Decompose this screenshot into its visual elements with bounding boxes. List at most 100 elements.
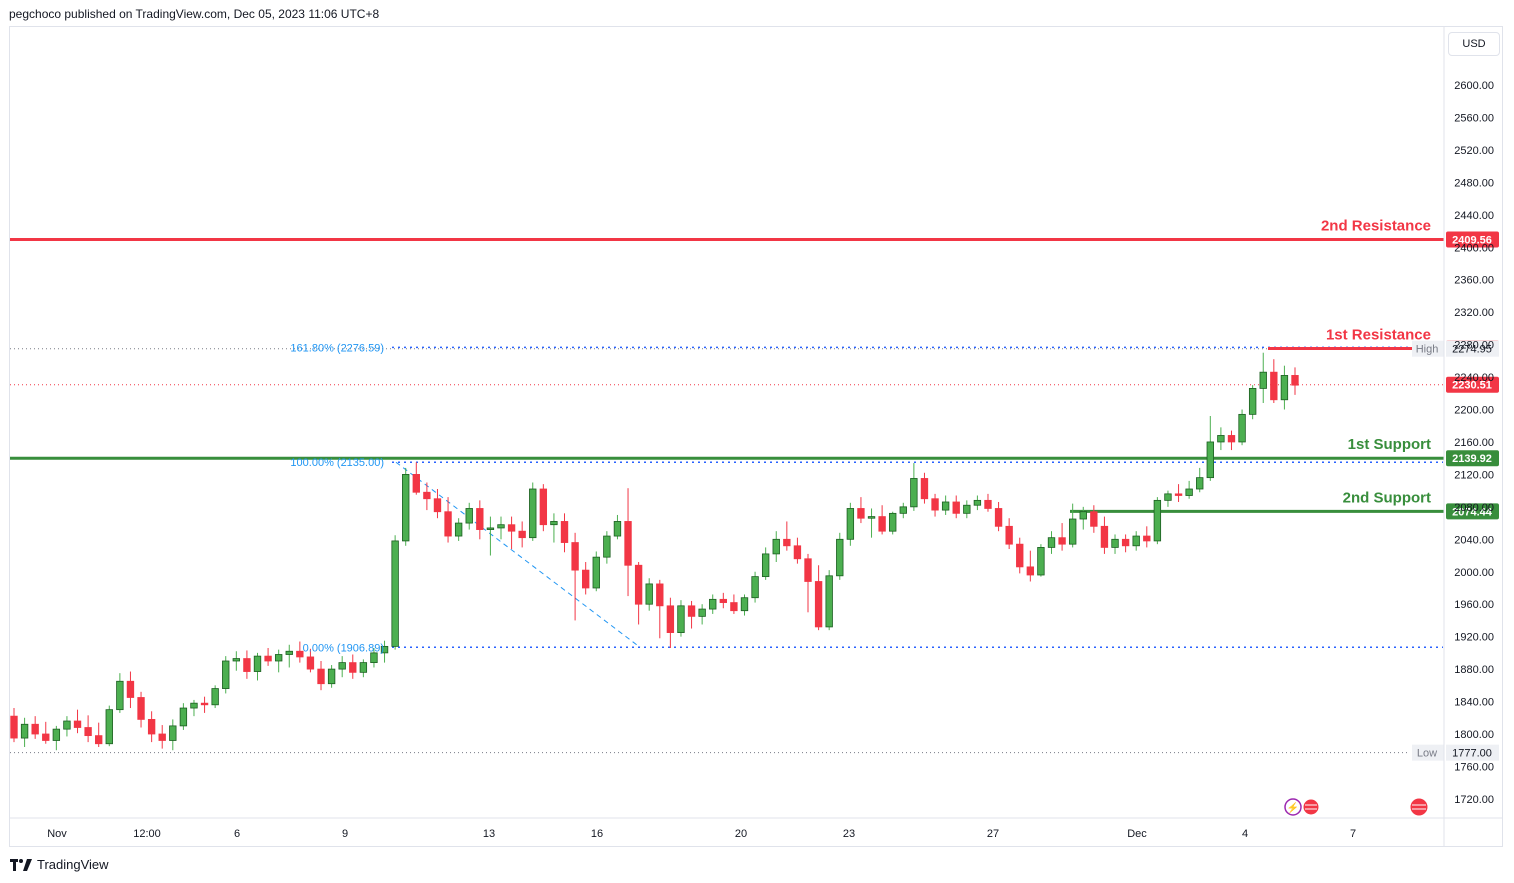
candle-body [190,702,198,709]
candle-body [709,598,717,610]
candle-body [624,521,632,566]
candle-body [963,504,971,514]
level-price-text: 2139.92 [1452,453,1492,465]
candle-body [761,553,770,578]
y-tick-label: 2080.00 [1454,502,1494,514]
candle-body [338,662,346,670]
x-tick-label: 9 [342,828,348,840]
candle-body [84,727,92,737]
candle-body [1238,413,1246,443]
level-label: 1st Resistance [1326,327,1431,344]
x-tick-label: 23 [843,828,855,840]
level-price-text: 2074.44 [1452,506,1493,518]
candles-layer [10,352,1299,751]
level-price-tag [1446,450,1499,467]
candle-body [529,488,537,539]
candle-body [836,538,844,577]
level-label: 1st Support [1348,436,1431,453]
y-tick-label: 2400.00 [1454,242,1494,254]
candle-body [73,720,82,728]
candle-body [910,478,918,508]
candle-body [370,652,378,664]
candle-body [391,540,399,647]
candle-body [941,501,950,511]
low-price-tag [1446,744,1499,761]
candle-body [973,499,982,506]
level-price-tag [1446,503,1499,520]
y-tick-label: 1720.00 [1454,794,1494,806]
x-tick-label: 4 [1242,828,1248,840]
tradingview-logo-icon [10,858,32,871]
candle-body [10,715,18,739]
y-tick-label: 2480.00 [1454,177,1494,189]
candle-body [20,723,29,739]
lightning-event-icon[interactable] [1284,798,1302,816]
candle-body [359,662,368,673]
y-tick-label: 1920.00 [1454,632,1494,644]
tradingview-brand: TradingView [37,857,109,872]
candle-body [1079,511,1087,520]
event-icons[interactable]: ⚡ [1284,797,1429,817]
fib-trendline [395,461,641,648]
candle-body [1121,538,1130,547]
candle-body [698,608,706,617]
candle-body [719,598,727,603]
candle-body [444,511,452,537]
y-tick-label: 2040.00 [1454,534,1494,546]
candle-body [137,697,145,720]
fib-label: 100.00% (2135.00) [290,457,384,469]
candle-body [465,508,473,524]
candle-body [243,658,251,672]
y-tick-label: 2320.00 [1454,307,1494,319]
candle-body [1016,543,1024,568]
candle-body [1153,499,1162,542]
y-tick-label: 1760.00 [1454,761,1494,773]
high-name-text: High [1416,344,1439,356]
candle-body [550,521,558,526]
us-flag-event-icon[interactable] [1302,798,1320,816]
y-tick-label: 1800.00 [1454,729,1494,741]
candle-body [1047,537,1056,548]
candle-body [603,535,611,558]
candle-body [306,656,315,670]
candle-body [1111,538,1119,548]
candle-body [740,597,749,612]
candle-body [772,538,780,555]
candle-body [857,508,865,519]
candle-body [179,707,188,727]
currency-button[interactable]: USD [1448,32,1500,56]
candle-body [984,499,992,509]
candle-body [1185,488,1193,496]
candle-body [666,605,675,633]
candle-body [539,488,548,526]
x-tick-label: Nov [47,828,67,840]
candle-body [285,650,293,655]
y-tick-label: 2440.00 [1454,210,1494,222]
y-tick-label: 2160.00 [1454,437,1494,449]
publisher-header: pegchoco published on TradingView.com, D… [9,7,380,21]
candle-body [1005,525,1013,545]
candle-body [253,655,262,672]
low-price-text: 1777.00 [1452,748,1492,760]
candle-body [402,473,410,542]
candle-body [507,524,516,532]
y-tick-label: 2120.00 [1454,469,1494,481]
candle-body [994,508,1003,527]
candle-body [825,575,833,628]
us-flag-event-icon[interactable] [1409,797,1429,817]
candle-body [1270,371,1278,401]
candle-body [116,680,124,711]
candle-body [412,473,420,493]
chart-frame [9,26,1503,847]
candle-body [687,605,696,617]
candle-body [1248,388,1257,415]
candle-body [1132,535,1140,547]
candle-body [952,501,960,514]
candle-body [1196,477,1204,490]
candle-body [1259,371,1267,389]
candle-body [454,522,463,537]
candle-body [274,654,283,662]
level-label: 2nd Resistance [1321,217,1431,234]
candle-body [804,558,812,582]
